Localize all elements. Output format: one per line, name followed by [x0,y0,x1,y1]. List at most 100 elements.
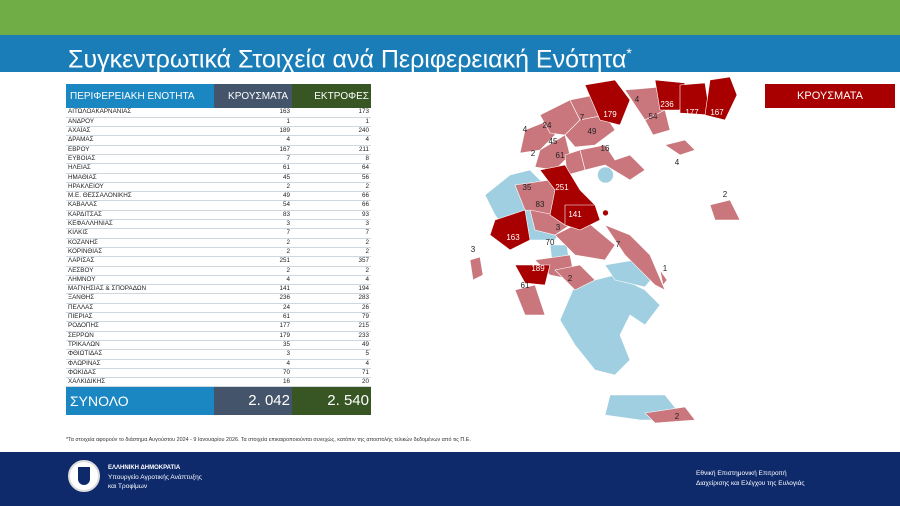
regions-low [469,86,741,424]
table-row: ΦΛΩΡΙΝΑΣ 4 4 [66,359,371,369]
cell-farms: 173 [292,108,371,118]
cell-farms: 8 [292,154,371,165]
regions-high [489,76,738,286]
cell-region: ΕΥΒΟΙΑΣ [66,154,214,165]
cell-region: ΠΙΕΡΙΑΣ [66,312,214,323]
cell-cases: 3 [214,219,292,230]
footer: ΕΛΛΗΝΙΚΗ ΔΗΜΟΚΡΑΤΙΑ Υπουργείο Αγροτικής … [0,452,900,506]
total-cases: 2. 042 [214,386,292,415]
table-row: ΚΑΡΔΙΤΣΑΣ 83 93 [66,210,371,221]
label-evia: 7 [616,240,621,249]
cell-region: ΛΑΡΙΣΑΣ [66,256,214,267]
cell-region: ΦΘΙΩΤΙΔΑΣ [66,349,214,360]
cell-farms: 71 [292,368,371,379]
cell-cases: 163 [214,108,292,118]
cell-cases: 16 [214,377,292,388]
cell-cases: 4 [214,359,292,369]
greece-map: 179 4 236 177 167 54 24 7 4 49 45 2 61 1… [469,76,741,424]
cell-farms: 1 [292,117,371,128]
label-kilkis: 7 [580,113,585,122]
label-karditsa: 83 [536,200,545,209]
table-row: ΧΑΛΚΙΔΙΚΗΣ 16 20 [66,377,371,388]
table-row: ΚΟΖΑΝΗΣ 2 2 [66,238,371,248]
label-chalkidiki: 16 [601,144,610,153]
table-row: ΑΝΔΡΟΥ 1 1 [66,117,371,128]
cell-cases: 251 [214,256,292,267]
cell-region: ΤΡΙΚΑΛΩΝ [66,340,214,351]
cell-region: ΗΡΑΚΛΕΙΟΥ [66,182,214,193]
cell-farms: 4 [292,135,371,146]
cell-cases: 2 [214,182,292,193]
label-pella: 24 [543,121,552,130]
label-florina: 4 [523,125,528,134]
cell-farms: 2 [292,182,371,193]
label-limnos: 4 [675,158,680,167]
cell-region: ΜΑΓΝΗΣΙΑΣ & ΣΠΟΡΑΔΩΝ [66,284,214,295]
cell-cases: 4 [214,275,292,286]
table-row: ΚΟΡΙΝΘΙΑΣ 2 2 [66,247,371,258]
cell-region: ΚΟΖΑΝΗΣ [66,238,214,248]
table-row: ΔΡΑΜΑΣ 4 4 [66,135,371,146]
cell-region: ΑΝΔΡΟΥ [66,117,214,128]
label-magnesia: 141 [568,210,582,219]
cell-farms: 49 [292,340,371,351]
label-serres: 179 [603,110,617,119]
cell-cases: 45 [214,173,292,183]
page-title: Συγκεντρωτικά Στοιχεία ανά Περιφερειακή … [0,35,900,74]
table-row: ΛΑΡΙΣΑΣ 251 357 [66,256,371,267]
cell-region: ΠΕΛΛΑΣ [66,303,214,314]
committee-line1: Εθνική Επιστημονική Επιτροπή [696,470,787,477]
cell-cases: 7 [214,228,292,239]
cell-cases: 4 [214,135,292,146]
cell-cases: 61 [214,312,292,323]
cell-region: ΗΜΑΘΙΑΣ [66,173,214,183]
header-farms: ΕΚΤΡΟΦΕΣ [292,84,371,108]
cell-farms: 20 [292,377,371,388]
cell-farms: 240 [292,126,371,137]
cell-cases: 1 [214,117,292,128]
label-kefallinia: 3 [471,245,476,254]
cell-region: ΞΑΝΘΗΣ [66,293,214,304]
title-text: Συγκεντρωτικά Στοιχεία ανά Περιφερειακή … [68,45,627,74]
label-fokida: 70 [546,238,555,247]
cell-region: ΦΛΩΡΙΝΑΣ [66,359,214,369]
label-rodopi: 177 [685,108,699,117]
cell-farms: 64 [292,163,371,174]
label-xanthi: 236 [660,100,674,109]
cell-cases: 2 [214,238,292,248]
cell-farms: 2 [292,238,371,248]
header-cases: ΚΡΟΥΣΜΑΤΑ [214,84,292,108]
table-row: ΤΡΙΚΑΛΩΝ 35 49 [66,340,371,351]
cell-region: ΔΡΑΜΑΣ [66,135,214,146]
committee-text: Εθνική Επιστημονική Επιτροπή Διαχείρισης… [696,469,805,489]
label-lesvos: 2 [723,190,728,199]
cell-cases: 49 [214,191,292,202]
cell-farms: 5 [292,349,371,360]
cell-farms: 93 [292,210,371,221]
cases-table: ΠΕΡΙΦΕΡΕΙΑΚΗ ΕΝΟΤΗΤΑ ΚΡΟΥΣΜΑΤΑ ΕΚΤΡΟΦΕΣ … [66,84,371,415]
cell-region: ΛΗΜΝΟΥ [66,275,214,286]
cell-farms: 233 [292,331,371,341]
table-row: ΦΩΚΙΔΑΣ 70 71 [66,368,371,379]
cell-cases: 24 [214,303,292,314]
table-row: ΜΑΓΝΗΣΙΑΣ & ΣΠΟΡΑΔΩΝ 141 194 [66,284,371,295]
table-row: ΣΕΡΡΩΝ 179 233 [66,331,371,341]
cell-cases: 236 [214,293,292,304]
total-row: ΣΥΝΟΛΟ 2. 042 2. 540 [66,386,371,415]
cell-cases: 141 [214,284,292,295]
total-label: ΣΥΝΟΛΟ [66,386,214,415]
cell-cases: 61 [214,163,292,174]
total-farms: 2. 540 [292,386,371,415]
map-labels: 179 4 236 177 167 54 24 7 4 49 45 2 61 1… [471,95,728,421]
table-row: ΕΥΒΟΙΑΣ 7 8 [66,154,371,165]
table-row: ΗΡΑΚΛΕΙΟΥ 2 2 [66,182,371,193]
table-row: ΗΜΑΘΙΑΣ 45 56 [66,173,371,183]
cell-region: ΑΧΑΪΑΣ [66,126,214,137]
table-row: ΦΘΙΩΤΙΔΑΣ 3 5 [66,349,371,360]
cell-farms: 3 [292,219,371,230]
label-evros: 167 [710,108,724,117]
cell-region: ΡΟΔΟΠΗΣ [66,321,214,332]
cell-farms: 215 [292,321,371,332]
label-fthiotida: 3 [556,223,561,232]
cell-farms: 357 [292,256,371,267]
